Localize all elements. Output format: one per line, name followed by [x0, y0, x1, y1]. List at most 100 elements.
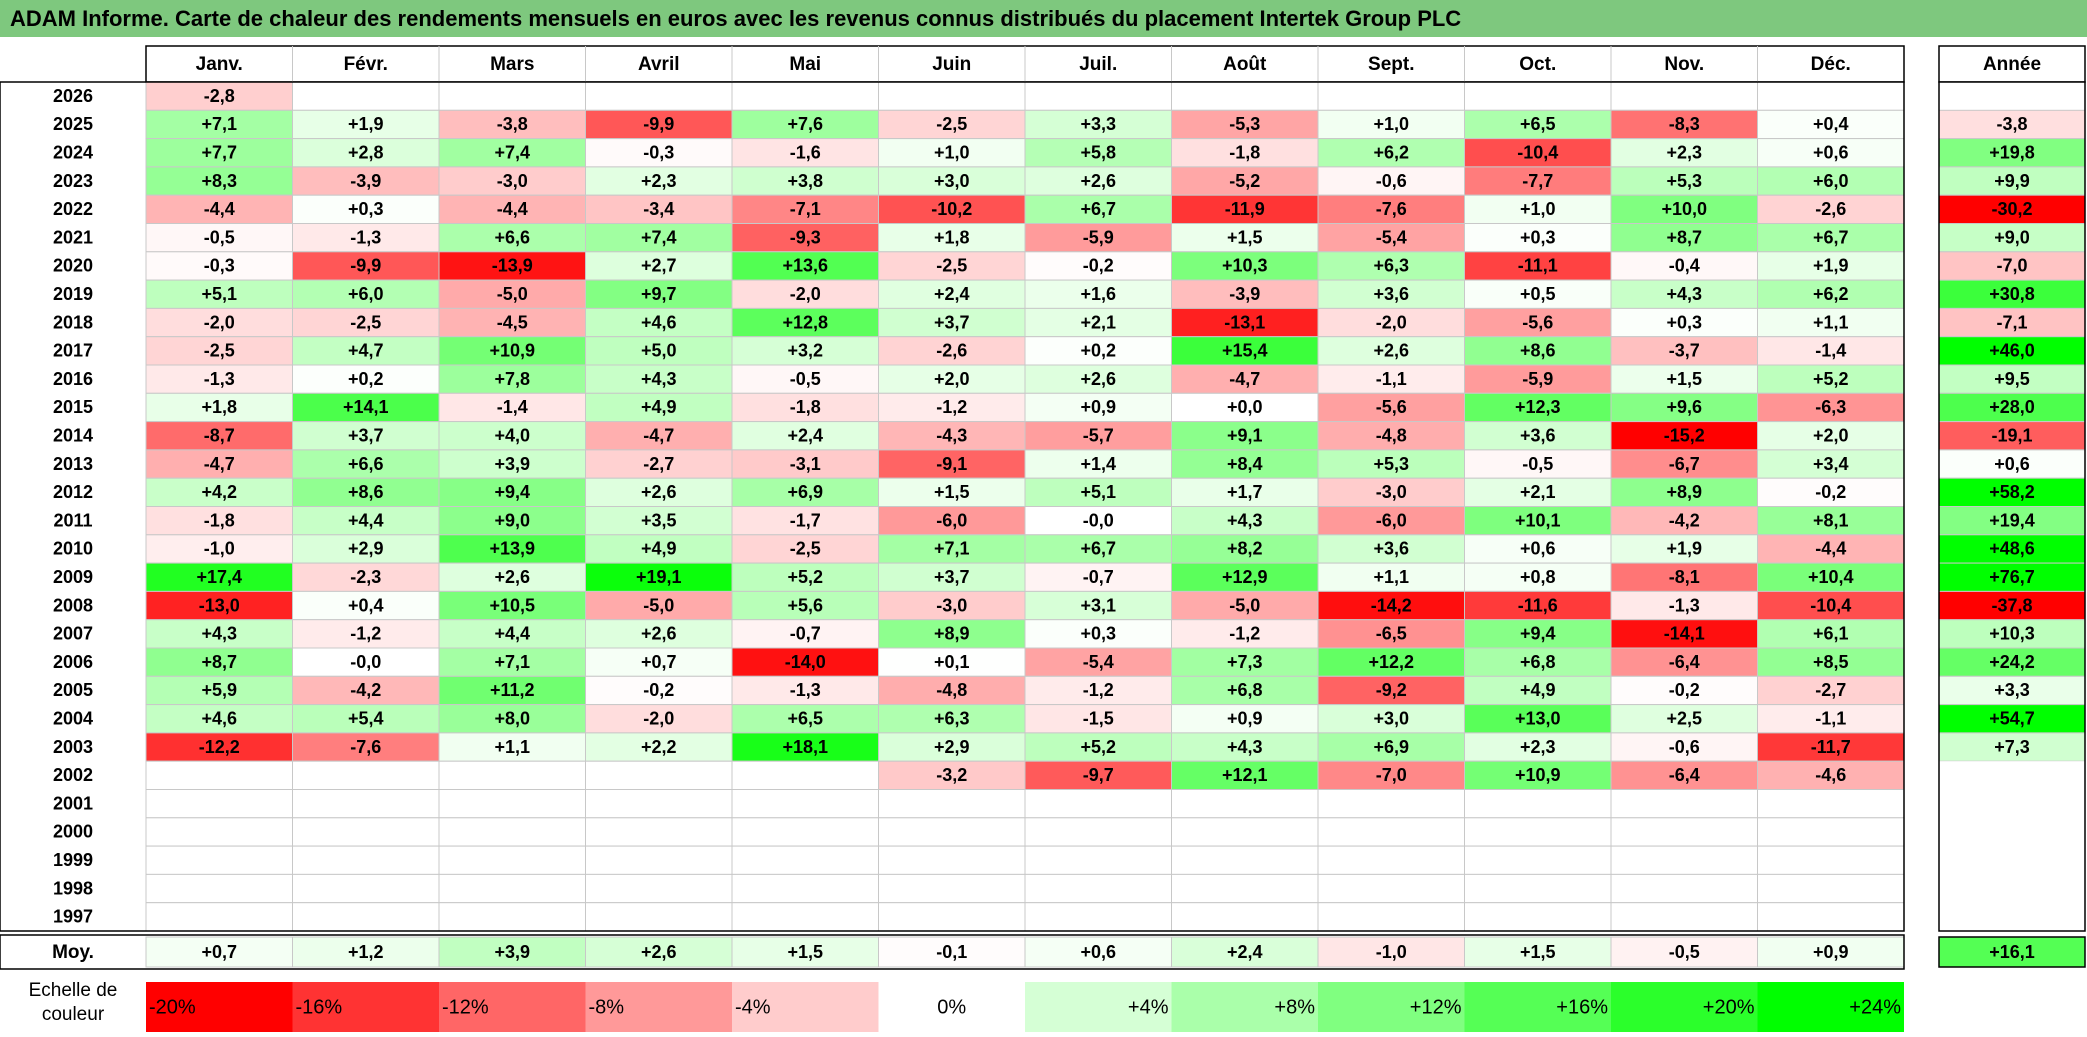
- annual-cell: [1939, 902, 2085, 931]
- heatmap-cell: [1757, 109, 1905, 140]
- heatmap-cell: [1024, 506, 1172, 536]
- annual-header-cell: [1938, 45, 2086, 83]
- heatmap-cell: [145, 392, 293, 423]
- heatmap-cell: [1317, 817, 1465, 847]
- cell-value: -1,3: [1669, 595, 1700, 615]
- annual-cell: [1938, 166, 2086, 196]
- year-label: 2009: [53, 567, 93, 587]
- annual-cell: [1939, 82, 2085, 111]
- heatmap-cell: [145, 223, 293, 253]
- heatmap-cell: [1024, 109, 1172, 140]
- cell-value: +8,5: [1813, 652, 1849, 672]
- cell-value: -12,2: [199, 737, 240, 757]
- heatmap-cell: [438, 562, 586, 592]
- cell-value: -3,0: [1376, 482, 1407, 502]
- heatmap-cell: [1757, 789, 1905, 819]
- cell-value: -2,7: [643, 454, 674, 474]
- heatmap-cell: [731, 902, 879, 932]
- cell-value: +1,9: [1813, 256, 1849, 276]
- cell-value: +3,2: [787, 341, 823, 361]
- scale-stop-label: -12%: [442, 996, 489, 1018]
- heatmap-cell: [1757, 421, 1905, 451]
- annual-cell: [1938, 449, 2086, 479]
- heatmap-cell: [1757, 81, 1905, 111]
- average-value: +1,5: [787, 942, 823, 962]
- cell-value: +1,5: [934, 482, 970, 502]
- heatmap-cell: [1171, 675, 1319, 706]
- annual-border: [1938, 81, 2086, 932]
- cell-value: -7,6: [1376, 199, 1407, 219]
- cell-value: +10,0: [1661, 199, 1707, 219]
- heatmap-cell: [1024, 279, 1172, 309]
- heatmap-cell: [1464, 534, 1612, 564]
- cell-value: +9,7: [641, 284, 677, 304]
- heatmap-cell: [1024, 449, 1172, 479]
- heatmap-cell: [438, 223, 586, 253]
- cell-value: -1,0: [204, 539, 235, 559]
- scale-stop-label: 0%: [937, 996, 966, 1018]
- heatmap-cell: [731, 477, 879, 508]
- heatmap-cell: [585, 421, 733, 451]
- scale-stop-label: +16%: [1556, 996, 1608, 1018]
- heatmap-cell: [1464, 789, 1612, 819]
- cell-value: +4,4: [494, 624, 530, 644]
- average-value: -1,0: [1376, 942, 1407, 962]
- heatmap-cell: [145, 760, 293, 791]
- heatmap-cell: [1464, 619, 1612, 649]
- heatmap-cell: [292, 194, 440, 224]
- cell-value: -1,7: [790, 510, 821, 530]
- heatmap-cell: [1317, 392, 1465, 423]
- heatmap-cell: [1317, 845, 1465, 875]
- annual-value: +54,7: [1989, 709, 2035, 729]
- cell-value: -1,8: [790, 397, 821, 417]
- grid-border: [0, 81, 1905, 932]
- heatmap-cell: [145, 789, 293, 819]
- cell-value: +8,1: [1813, 510, 1849, 530]
- cell-value: -9,2: [1376, 680, 1407, 700]
- annual-value: +9,0: [1994, 227, 2030, 247]
- cell-value: +6,7: [1813, 227, 1849, 247]
- heatmap-cell: [731, 81, 879, 111]
- heatmap-cell: [145, 562, 293, 592]
- year-label: 2002: [53, 765, 93, 785]
- heatmap-cell: [1757, 166, 1905, 196]
- heatmap-cell: [1317, 194, 1465, 224]
- heatmap-cell: [438, 364, 586, 394]
- average-cell: [438, 936, 586, 968]
- cell-value: -5,4: [1376, 227, 1407, 247]
- scale-stop-label: +20%: [1703, 996, 1755, 1018]
- annual-cell: [1938, 279, 2086, 309]
- cell-value: -1,8: [1229, 143, 1260, 163]
- heatmap-cell: [878, 166, 1026, 196]
- cell-value: +5,3: [1373, 454, 1409, 474]
- cell-value: +1,9: [348, 114, 384, 134]
- cell-value: -2,8: [204, 86, 235, 106]
- average-cell: [1464, 936, 1612, 968]
- cell-value: -4,5: [497, 312, 528, 332]
- cell-value: +1,1: [1373, 567, 1409, 587]
- cell-value: -5,0: [1229, 595, 1260, 615]
- cell-value: -0,3: [204, 256, 235, 276]
- cell-value: -0,0: [350, 652, 381, 672]
- heatmap-cell: [1757, 223, 1905, 253]
- annual-cell: [1938, 421, 2086, 451]
- month-header: Avril: [638, 54, 680, 75]
- heatmap-cell: [878, 619, 1026, 649]
- heatmap-cell: [585, 704, 733, 734]
- heatmap-cell: [878, 251, 1026, 281]
- cell-value: +10,4: [1808, 567, 1854, 587]
- heatmap-cell: [1024, 675, 1172, 706]
- month-header: Nov.: [1664, 54, 1704, 75]
- heatmap-cell: [438, 138, 586, 168]
- cell-value: -5,9: [1522, 369, 1553, 389]
- cell-value: +2,6: [641, 624, 677, 644]
- heatmap-cell: [292, 562, 440, 592]
- heatmap-cell: [731, 138, 879, 168]
- cell-value: -13,1: [1224, 312, 1265, 332]
- heatmap-cell: [585, 138, 733, 168]
- heatmap-cell: [292, 760, 440, 791]
- cell-value: +12,1: [1222, 765, 1268, 785]
- heatmap-cell: [145, 336, 293, 366]
- heatmap-cell: [292, 817, 440, 847]
- cell-value: -9,7: [1083, 765, 1114, 785]
